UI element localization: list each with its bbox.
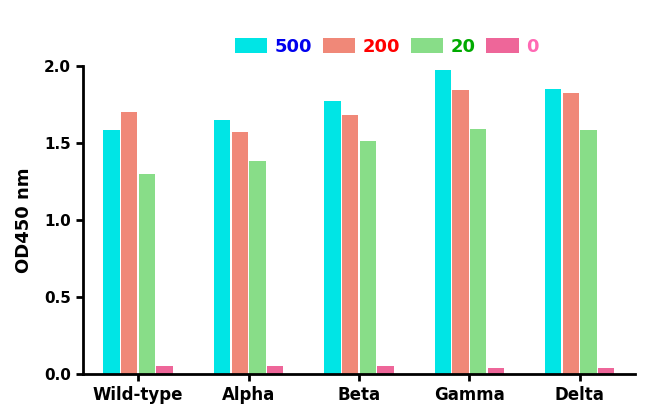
Bar <box>214 120 230 374</box>
Bar <box>139 173 155 374</box>
Bar <box>249 161 265 374</box>
Bar <box>435 70 451 374</box>
Y-axis label: OD450 nm: OD450 nm <box>15 167 33 273</box>
Bar <box>563 93 579 374</box>
Bar <box>378 367 394 374</box>
Bar <box>324 101 341 374</box>
Bar <box>121 112 137 374</box>
Bar <box>342 115 358 374</box>
Bar <box>157 367 173 374</box>
Bar <box>598 368 614 374</box>
Bar <box>545 89 562 374</box>
Bar <box>359 141 376 374</box>
Bar <box>488 368 504 374</box>
Bar <box>103 130 120 374</box>
Bar <box>452 91 469 374</box>
Bar <box>267 367 283 374</box>
Bar <box>231 132 248 374</box>
Bar <box>580 130 597 374</box>
Legend: 500, 200, 20, 0: 500, 200, 20, 0 <box>235 38 538 56</box>
Bar <box>470 129 486 374</box>
